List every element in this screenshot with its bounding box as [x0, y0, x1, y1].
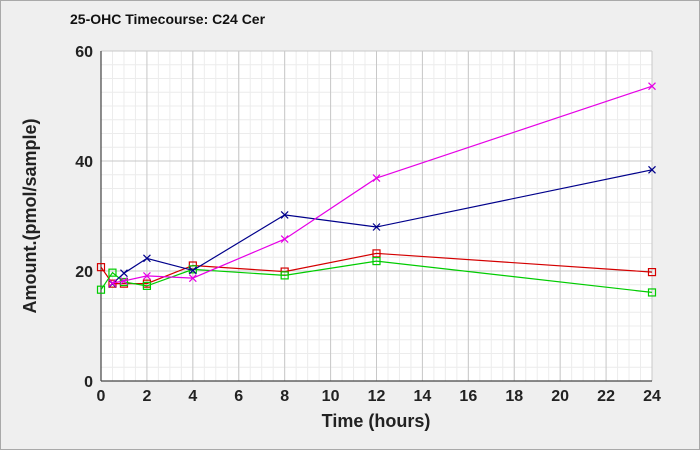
data-point — [142, 281, 152, 290]
x-tick-label: 12 — [368, 388, 386, 405]
x-tick-label: 24 — [643, 388, 661, 405]
series-4 — [108, 82, 656, 288]
x-tick-label: 8 — [280, 388, 289, 405]
data-point — [372, 257, 381, 266]
chart-title: 25-OHC Timecourse: C24 Cer — [70, 11, 266, 27]
data-point — [280, 210, 289, 219]
data-point — [108, 279, 117, 288]
data-point — [96, 263, 106, 272]
x-tick-label: 22 — [597, 388, 615, 405]
marker-stroke — [142, 254, 151, 263]
data-point — [120, 269, 128, 278]
series-layer — [96, 82, 657, 297]
y-tick-label: 60 — [75, 44, 93, 61]
x-tick-label: 20 — [551, 388, 569, 405]
marker-stroke — [280, 235, 289, 244]
series-line — [100, 252, 653, 285]
x-tick-labels: 0 2 4 6 8 10 12 14 16 18 20 22 24 — [97, 388, 661, 405]
x-tick-label: 0 — [97, 388, 106, 405]
marker-stroke — [372, 174, 381, 182]
marker-stroke — [120, 269, 128, 278]
marker-stroke — [120, 276, 128, 285]
x-tick-label: 6 — [234, 388, 243, 405]
y-tick-label: 40 — [75, 154, 93, 171]
data-point — [648, 165, 656, 174]
data-point — [372, 249, 381, 258]
y-axis-label: Amount.(pmol/sample) — [20, 118, 40, 313]
data-point — [648, 82, 656, 91]
data-point — [647, 268, 657, 277]
data-point — [188, 274, 197, 283]
data-point — [280, 271, 289, 280]
x-tick-label: 4 — [188, 388, 197, 405]
marker-stroke — [648, 165, 656, 174]
marker-stroke — [108, 279, 117, 288]
data-point — [280, 235, 289, 244]
data-point — [188, 266, 197, 275]
x-axis-label: Time (hours) — [322, 411, 431, 431]
data-point — [372, 174, 381, 182]
data-point — [96, 285, 106, 294]
x-tick-label: 2 — [142, 388, 151, 405]
y-tick-labels: 0 20 40 60 — [75, 44, 93, 391]
y-tick-label: 0 — [84, 374, 93, 391]
series-line — [100, 260, 653, 293]
marker-stroke — [648, 82, 656, 91]
data-point — [108, 268, 117, 277]
x-tick-label: 18 — [505, 388, 523, 405]
data-point — [647, 288, 657, 297]
marker-stroke — [280, 210, 289, 219]
x-tick-label: 16 — [459, 388, 477, 405]
data-point — [142, 272, 151, 280]
y-tick-label: 20 — [75, 264, 93, 281]
data-point — [372, 223, 381, 231]
marker-stroke — [372, 223, 381, 231]
x-tick-label: 14 — [414, 388, 432, 405]
marker-stroke — [142, 272, 151, 280]
data-point — [108, 279, 117, 288]
data-point — [120, 276, 128, 285]
data-point — [142, 254, 151, 263]
marker-stroke — [188, 274, 197, 283]
marker-stroke — [188, 266, 197, 275]
x-tick-label: 10 — [322, 388, 340, 405]
